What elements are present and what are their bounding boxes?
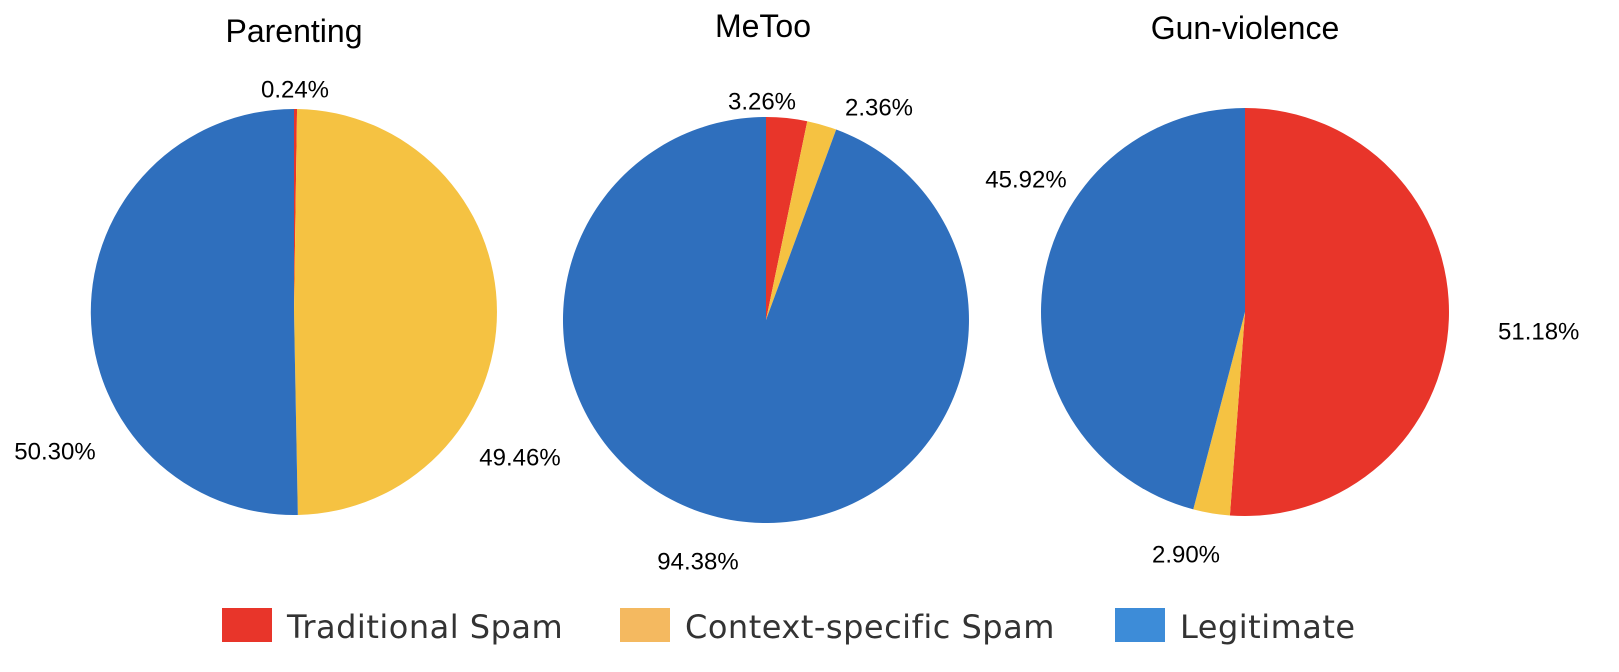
- pie-slice-legitimate: [562, 116, 969, 523]
- legend-label: Legitimate: [1180, 608, 1356, 646]
- slice-label-context-specific-spam: 2.90%: [1152, 542, 1220, 569]
- legend-item-context-specific-spam: Context-specific Spam: [620, 608, 1055, 646]
- pie-slice-traditional-spam: [294, 108, 298, 312]
- chart-title: MeToo: [715, 8, 811, 44]
- pie-slice-legitimate: [1041, 108, 1245, 510]
- slice-label-legitimate: 94.38%: [657, 549, 738, 576]
- pie-chart-gun-violence: Gun-violence 51.18% 2.90% 45.92%: [985, 10, 1579, 569]
- pie-slice-context-specific-spam: [1193, 312, 1245, 516]
- slice-label-context-specific-spam: 2.36%: [845, 95, 913, 122]
- pie-slice-legitimate: [90, 108, 298, 515]
- pie-slice-context-specific-spam: [766, 121, 837, 321]
- slice-label-traditional-spam: 0.24%: [261, 77, 329, 104]
- legend-swatch: [620, 608, 670, 642]
- pie-slice-traditional-spam: [766, 117, 808, 320]
- slice-label-legitimate: 45.92%: [985, 167, 1066, 194]
- chart-title: Parenting: [226, 13, 363, 49]
- pie-slice-context-specific-spam: [294, 109, 497, 515]
- legend-label: Traditional Spam: [286, 608, 563, 646]
- pie-chart-metoo: MeToo 3.26% 2.36% 94.38%: [562, 8, 969, 576]
- slice-label-traditional-spam: 51.18%: [1498, 319, 1579, 346]
- pie-charts-group: Parenting 0.24% 49.46% 50.30% MeToo 3.26% 2.36…: [14, 8, 1579, 576]
- legend-item-traditional-spam: Traditional Spam: [222, 608, 563, 646]
- legend-label: Context-specific Spam: [685, 608, 1055, 646]
- slice-label-traditional-spam: 3.26%: [728, 89, 796, 116]
- legend-swatch: [1115, 608, 1165, 642]
- slice-label-legitimate: 50.30%: [14, 439, 95, 466]
- legend-swatch: [222, 608, 272, 642]
- pie-chart-parenting: Parenting 0.24% 49.46% 50.30%: [14, 13, 561, 515]
- legend-item-legitimate: Legitimate: [1115, 608, 1356, 646]
- slice-label-context-specific-spam: 49.46%: [479, 445, 560, 472]
- legend: Traditional Spam Context-specific Spam Leg…: [222, 608, 1356, 646]
- chart-title: Gun-violence: [1151, 10, 1340, 46]
- pie-slice-traditional-spam: [1229, 108, 1449, 516]
